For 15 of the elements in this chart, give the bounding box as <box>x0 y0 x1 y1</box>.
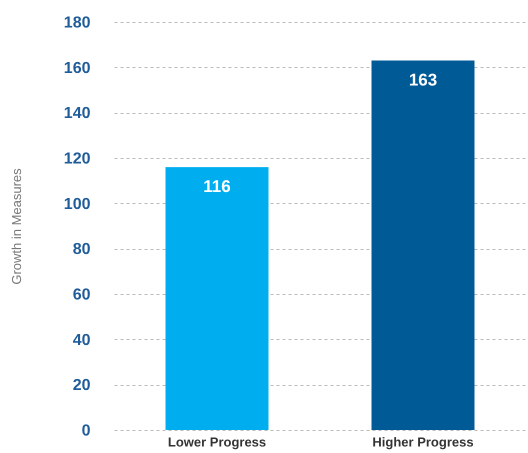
y-tick-label: 120 <box>64 150 91 168</box>
y-tick-label: 60 <box>72 286 91 304</box>
y-tick-label: 40 <box>72 332 91 349</box>
y-tick-label: 140 <box>64 105 91 122</box>
y-axis-title: Growth in Measures <box>8 168 24 285</box>
y-tick-label: 100 <box>64 196 91 213</box>
data-label: 116 <box>203 177 231 196</box>
x-tick-label: Lower Progress <box>168 434 266 450</box>
y-tick-label: 0 <box>82 422 91 440</box>
data-label: 163 <box>408 70 438 90</box>
y-tick-label: 180 <box>64 14 91 32</box>
x-tick-label: Higher Progress <box>372 434 474 450</box>
y-tick-label: 20 <box>72 377 91 394</box>
y-tick-label: 160 <box>64 60 91 77</box>
y-tick-label: 80 <box>72 241 91 258</box>
